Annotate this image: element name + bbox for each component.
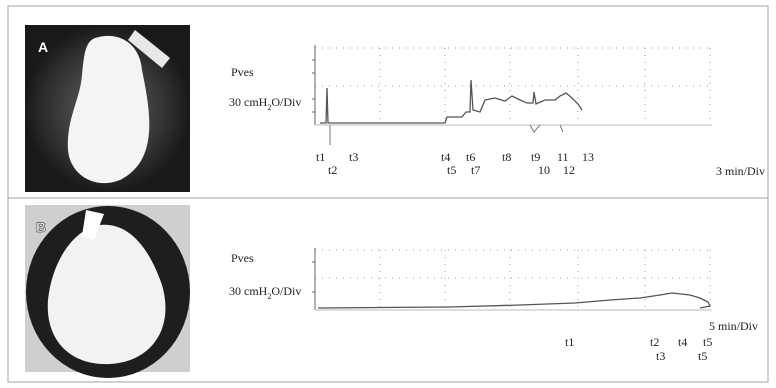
unit-suffix: O/Div (271, 95, 301, 109)
figure-canvas: A B Pves 30 cmH2O/Div 3 min/Div t1 t2 t3… (0, 0, 776, 388)
marker: t2 (328, 163, 337, 177)
xray-a (25, 25, 190, 192)
signal-label: Pves (231, 65, 254, 79)
trace-grid-b (312, 248, 712, 310)
unit-suffix: O/Div (271, 284, 301, 298)
marker: 10 (538, 163, 550, 177)
marker: 13 (582, 150, 594, 164)
marker: 11 (557, 150, 569, 164)
marker: 12 (563, 163, 575, 177)
scale-label: 30 cmH2O/Div (229, 284, 301, 301)
panel-letter: A (38, 39, 48, 55)
marker: t1 (316, 150, 325, 164)
event-ticks (330, 125, 563, 145)
marker: t5 (447, 163, 456, 177)
marker: t2 (650, 335, 659, 349)
time-scale: 3 min/Div (716, 164, 765, 178)
trace-b (318, 293, 710, 308)
marker: t4 (441, 150, 450, 164)
figure: A B Pves 30 cmH2O/Div 3 min/Div t1 t2 t3… (0, 0, 776, 388)
trace-grid-a (312, 45, 712, 125)
marker: t7 (471, 163, 480, 177)
marker: t5 (698, 349, 707, 363)
scale-label: 30 cmH2O/Div (229, 95, 301, 112)
marker: t3 (656, 349, 665, 363)
marker: t9 (531, 150, 540, 164)
time-scale: 5 min/Div (709, 319, 758, 333)
signal-label: Pves (231, 251, 254, 265)
xray-b (25, 205, 190, 378)
marker: t1 (565, 335, 574, 349)
panel-letter: B (36, 219, 46, 235)
marker: t6 (466, 150, 475, 164)
unit-prefix: 30 cmH (229, 95, 268, 109)
trace-a (320, 80, 582, 123)
marker: t8 (502, 150, 511, 164)
marker: t5 (703, 335, 712, 349)
marker: t4 (678, 335, 687, 349)
marker: t3 (349, 150, 358, 164)
unit-prefix: 30 cmH (229, 284, 268, 298)
